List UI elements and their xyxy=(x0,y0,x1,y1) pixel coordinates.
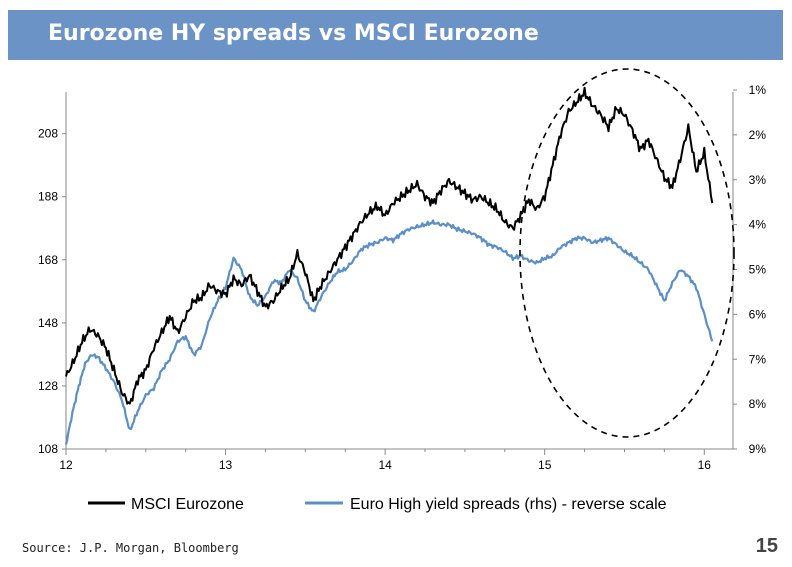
chart-plot-area xyxy=(64,68,735,445)
legend-label-spreads: Euro High yield spreads (rhs) - reverse … xyxy=(350,496,667,513)
y-right-tick-label: 3% xyxy=(749,173,767,187)
y-left-tick-label: 168 xyxy=(38,253,58,267)
x-tick-label: 16 xyxy=(698,458,712,472)
x-tick-label: 15 xyxy=(538,458,552,472)
chart-axes: 108 128 148 168 188 208 1% 2% 3% 4% 5% 6% 7% 8% 9% 12 13… xyxy=(38,83,766,472)
page-title: Eurozone HY spreads vs MSCI Eurozone xyxy=(48,21,539,46)
title-bar: Eurozone HY spreads vs MSCI Eurozone xyxy=(8,10,783,60)
y-right-tick-label: 8% xyxy=(749,397,767,411)
y-right-tick-label: 9% xyxy=(749,442,767,456)
y-left-tick-label: 208 xyxy=(38,127,58,141)
x-tick-label: 13 xyxy=(219,458,233,472)
y-left-tick-label: 128 xyxy=(38,379,58,393)
x-tick-label: 12 xyxy=(59,458,73,472)
series-line-euro-hy-spreads xyxy=(64,219,714,445)
legend-label-msci: MSCI Eurozone xyxy=(131,496,244,513)
chart-legend: MSCI Eurozone Euro High yield spreads (r… xyxy=(88,496,667,513)
highlight-ellipse xyxy=(519,68,735,438)
y-right-tick-label: 7% xyxy=(749,352,767,366)
y-right-tick-label: 1% xyxy=(749,83,767,97)
y-right-tick-label: 5% xyxy=(749,263,767,277)
series-line-msci-eurozone xyxy=(65,86,714,405)
y-right-tick-label: 6% xyxy=(749,307,767,321)
y-left-tick-label: 188 xyxy=(38,190,58,204)
y-right-tick-label: 4% xyxy=(749,218,767,232)
x-tick-label: 14 xyxy=(378,458,392,472)
y-left-tick-label: 148 xyxy=(38,316,58,330)
y-right-tick-label: 2% xyxy=(749,128,767,142)
page-number: 15 xyxy=(755,535,778,557)
source-note: Source: J.P. Morgan, Bloomberg xyxy=(22,541,239,555)
y-left-tick-label: 108 xyxy=(38,442,58,456)
